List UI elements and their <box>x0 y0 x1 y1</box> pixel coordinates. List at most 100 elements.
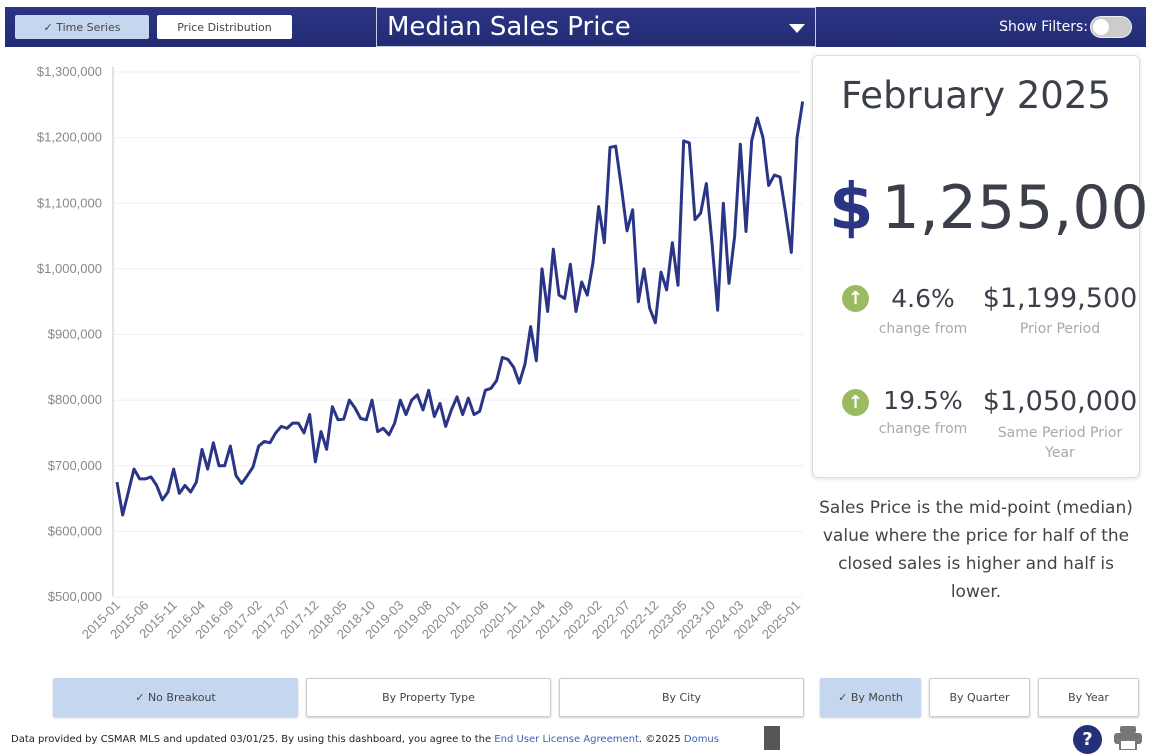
data-point[interactable] <box>307 412 313 418</box>
data-point[interactable] <box>511 364 517 370</box>
data-point[interactable] <box>726 280 732 286</box>
data-point[interactable] <box>562 295 568 301</box>
data-point[interactable] <box>352 405 358 411</box>
scroll-handle[interactable] <box>764 726 780 750</box>
by-year-button[interactable]: By Year <box>1038 678 1139 717</box>
data-point[interactable] <box>171 466 177 472</box>
data-point[interactable] <box>188 489 194 495</box>
data-point[interactable] <box>579 279 585 285</box>
data-point[interactable] <box>545 309 551 315</box>
data-point[interactable] <box>114 479 120 485</box>
data-point[interactable] <box>482 387 488 393</box>
data-point[interactable] <box>777 174 783 180</box>
data-point[interactable] <box>397 397 403 403</box>
data-point[interactable] <box>618 184 624 190</box>
data-point[interactable] <box>341 416 347 422</box>
data-point[interactable] <box>239 480 245 486</box>
domus-link[interactable]: Domus <box>683 734 719 745</box>
data-point[interactable] <box>335 417 341 423</box>
data-point[interactable] <box>443 423 449 429</box>
data-point[interactable] <box>647 305 653 311</box>
data-point[interactable] <box>278 423 284 429</box>
data-point[interactable] <box>516 380 522 386</box>
data-point[interactable] <box>369 397 375 403</box>
data-point[interactable] <box>499 354 505 360</box>
print-icon[interactable] <box>1114 726 1142 750</box>
data-point[interactable] <box>539 266 545 272</box>
data-point[interactable] <box>550 246 556 252</box>
help-icon[interactable]: ? <box>1073 725 1102 754</box>
data-point[interactable] <box>567 261 573 267</box>
data-point[interactable] <box>375 429 381 435</box>
data-point[interactable] <box>409 397 415 403</box>
data-point[interactable] <box>210 440 216 446</box>
data-point[interactable] <box>477 408 483 414</box>
data-point[interactable] <box>120 512 126 518</box>
data-point[interactable] <box>584 292 590 298</box>
by-property-type-button[interactable]: By Property Type <box>306 678 551 717</box>
data-point[interactable] <box>273 430 279 436</box>
data-point[interactable] <box>686 140 692 146</box>
data-point[interactable] <box>363 417 369 423</box>
data-point[interactable] <box>652 320 658 326</box>
metric-dropdown[interactable]: Median Sales Price <box>376 7 816 47</box>
data-point[interactable] <box>590 259 596 265</box>
data-point[interactable] <box>137 476 143 482</box>
data-point[interactable] <box>460 412 466 418</box>
data-point[interactable] <box>227 443 233 449</box>
data-point[interactable] <box>528 324 534 330</box>
data-point[interactable] <box>522 361 528 367</box>
data-point[interactable] <box>142 476 148 482</box>
data-point[interactable] <box>159 497 165 503</box>
data-point[interactable] <box>205 466 211 472</box>
data-point[interactable] <box>386 432 392 438</box>
data-point[interactable] <box>290 420 296 426</box>
data-point[interactable] <box>420 407 426 413</box>
data-point[interactable] <box>125 489 131 495</box>
data-point[interactable] <box>216 463 222 469</box>
data-point[interactable] <box>664 287 670 293</box>
data-point[interactable] <box>737 141 743 147</box>
data-point[interactable] <box>318 429 324 435</box>
data-point[interactable] <box>709 240 715 246</box>
data-point[interactable] <box>488 385 494 391</box>
data-point[interactable] <box>431 414 437 420</box>
data-point[interactable] <box>165 489 171 495</box>
data-point[interactable] <box>261 438 267 444</box>
tab-time-series[interactable]: ✓ Time Series <box>15 15 149 39</box>
data-point[interactable] <box>199 446 205 452</box>
data-point[interactable] <box>754 115 760 121</box>
data-point[interactable] <box>222 463 228 469</box>
data-point[interactable] <box>267 440 273 446</box>
data-point[interactable] <box>766 183 772 189</box>
data-point[interactable] <box>329 404 335 410</box>
data-point[interactable] <box>494 377 500 383</box>
data-point[interactable] <box>658 269 664 275</box>
data-point[interactable] <box>800 99 806 105</box>
by-month-button[interactable]: ✓ By Month <box>820 678 921 717</box>
by-city-button[interactable]: By City <box>559 678 804 717</box>
data-point[interactable] <box>324 446 330 452</box>
data-point[interactable] <box>358 416 364 422</box>
data-point[interactable] <box>131 466 137 472</box>
eula-link[interactable]: End User License Agreement <box>494 734 639 745</box>
data-point[interactable] <box>635 299 641 305</box>
data-point[interactable] <box>641 266 647 272</box>
data-point[interactable] <box>437 400 443 406</box>
data-point[interactable] <box>250 464 256 470</box>
data-point[interactable] <box>783 210 789 216</box>
data-point[interactable] <box>154 482 160 488</box>
data-point[interactable] <box>698 210 704 216</box>
data-point[interactable] <box>669 240 675 246</box>
data-point[interactable] <box>426 387 432 393</box>
data-point[interactable] <box>182 482 188 488</box>
data-point[interactable] <box>448 407 454 413</box>
data-point[interactable] <box>771 172 777 178</box>
data-point[interactable] <box>596 204 602 210</box>
data-point[interactable] <box>703 181 709 187</box>
data-point[interactable] <box>749 138 755 144</box>
data-point[interactable] <box>533 358 539 364</box>
data-point[interactable] <box>794 135 800 141</box>
data-point[interactable] <box>681 138 687 144</box>
data-point[interactable] <box>392 420 398 426</box>
